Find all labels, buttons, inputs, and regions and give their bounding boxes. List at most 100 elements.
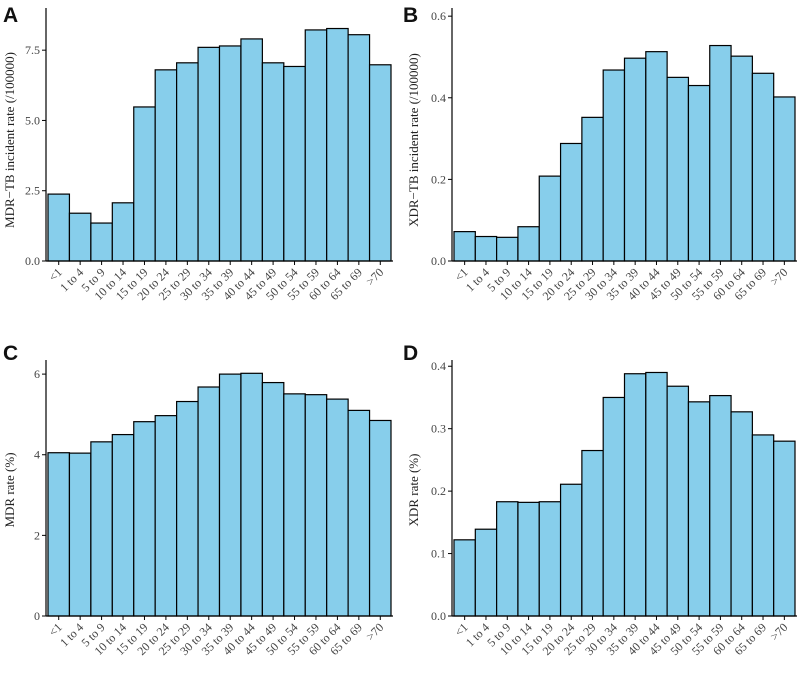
- y-tick-label-a-3: 7.5: [25, 43, 40, 57]
- y-axis-label-b: XDR−TB incident rate (/100000): [406, 53, 421, 227]
- bar-d-8: [623, 373, 647, 617]
- bar-b-1: [474, 235, 498, 262]
- y-tick-label-a-0: 0.0: [25, 254, 40, 268]
- bar-b-5: [559, 142, 583, 262]
- bar-b-14: [751, 72, 775, 262]
- bar-b-12: [709, 44, 732, 262]
- panel-letter-d: D: [403, 342, 418, 365]
- y-tick-label-d-3: 0.3: [431, 422, 446, 436]
- bar-d-14: [751, 434, 775, 617]
- bar-d-13: [730, 411, 753, 617]
- bar-d-12: [709, 394, 732, 617]
- bar-d-0: [453, 539, 476, 617]
- x-tick-label-d-15: >70: [767, 620, 790, 643]
- bar-b-6: [581, 116, 604, 262]
- bar-c-11: [283, 393, 306, 617]
- y-tick-label-d-1: 0.1: [431, 547, 446, 561]
- bar-a-1: [68, 212, 92, 262]
- bar-c-9: [240, 372, 263, 617]
- bar-a-13: [326, 27, 349, 262]
- y-tick-label-d-4: 0.4: [431, 359, 446, 373]
- bar-d-10: [666, 385, 690, 617]
- bar-b-15: [773, 96, 796, 262]
- y-tick-label-c-1: 2: [34, 528, 40, 542]
- bar-b-7: [602, 69, 626, 262]
- bar-a-0: [47, 193, 71, 262]
- bar-a-7: [197, 46, 221, 262]
- y-axis-label-d: XDR rate (%): [406, 454, 421, 527]
- bar-c-1: [68, 452, 92, 617]
- y-tick-label-d-0: 0.0: [431, 609, 446, 623]
- plot-area-d: 0.00.10.20.30.4<11 to 45 to 910 to 1415 …: [431, 359, 797, 658]
- x-tick-label-c-15: >70: [363, 620, 386, 643]
- bar-a-4: [133, 106, 156, 262]
- bar-a-11: [283, 65, 306, 262]
- bar-c-15: [368, 419, 392, 617]
- bar-b-3: [517, 226, 540, 262]
- bar-c-7: [197, 386, 221, 617]
- y-tick-label-c-3: 6: [34, 367, 40, 381]
- bar-c-0: [47, 452, 71, 617]
- x-tick-label-a-15: >70: [363, 265, 386, 288]
- bar-b-13: [730, 55, 753, 262]
- x-tick-label-b-15: >70: [767, 265, 790, 288]
- panel-letter-a: A: [3, 4, 18, 27]
- bar-b-9: [645, 51, 668, 262]
- bar-c-10: [261, 381, 285, 617]
- bar-d-15: [773, 440, 796, 617]
- bar-d-1: [474, 528, 498, 617]
- bar-a-9: [240, 38, 263, 262]
- bar-d-4: [538, 501, 562, 617]
- bar-b-11: [687, 84, 711, 262]
- panel-letter-c: C: [3, 342, 18, 365]
- bar-c-3: [111, 433, 135, 617]
- bar-a-2: [90, 222, 113, 262]
- bar-a-15: [368, 64, 392, 262]
- bar-c-2: [90, 441, 113, 617]
- y-axis-label-a: MDR−TB incident rate (/100000): [2, 52, 17, 228]
- y-tick-label-a-1: 2.5: [25, 184, 40, 198]
- y-axis-label-c: MDR rate (%): [2, 452, 17, 527]
- bar-b-4: [538, 175, 562, 262]
- y-tick-label-b-3: 0.6: [431, 9, 446, 23]
- bar-a-3: [111, 202, 135, 262]
- bar-c-12: [304, 394, 328, 617]
- panel-b: B XDR−TB incident rate (/100000) 0.0 0.2 0…: [403, 4, 797, 303]
- bar-a-14: [347, 34, 371, 262]
- bar-d-3: [517, 501, 540, 617]
- y-tick-label-a-2: 5.0: [25, 113, 40, 127]
- bar-d-6: [581, 449, 604, 617]
- y-tick-label-c-2: 4: [34, 448, 40, 462]
- panel-a: A MDR−TB incident rate (/100000) 0.0 2.5 5…: [2, 4, 393, 303]
- panel-d: D XDR rate (%) 0.00.10.20.30.4<11 to 45 …: [403, 342, 797, 658]
- y-tick-label-d-2: 0.2: [431, 484, 446, 498]
- bar-c-14: [347, 409, 371, 617]
- bar-a-5: [154, 69, 178, 262]
- y-tick-label-c-0: 0: [34, 609, 40, 623]
- y-tick-label-b-1: 0.2: [431, 172, 446, 186]
- bar-c-4: [133, 421, 156, 617]
- bar-b-0: [453, 231, 476, 262]
- bar-d-5: [559, 483, 583, 617]
- bar-c-6: [176, 400, 199, 617]
- y-tick-label-b-0: 0.0: [431, 254, 446, 268]
- panel-letter-b: B: [403, 4, 418, 27]
- bar-a-8: [218, 45, 242, 262]
- y-tick-label-b-2: 0.4: [431, 91, 446, 105]
- bar-c-13: [326, 398, 349, 617]
- bar-a-10: [261, 62, 285, 262]
- bar-d-7: [602, 396, 626, 617]
- bar-d-2: [496, 501, 519, 617]
- bar-a-12: [304, 29, 328, 262]
- bar-d-11: [687, 401, 711, 617]
- bar-b-2: [496, 236, 519, 262]
- bar-c-8: [218, 373, 242, 617]
- bar-d-9: [645, 371, 668, 617]
- bar-a-6: [176, 62, 199, 262]
- bar-b-8: [623, 57, 647, 262]
